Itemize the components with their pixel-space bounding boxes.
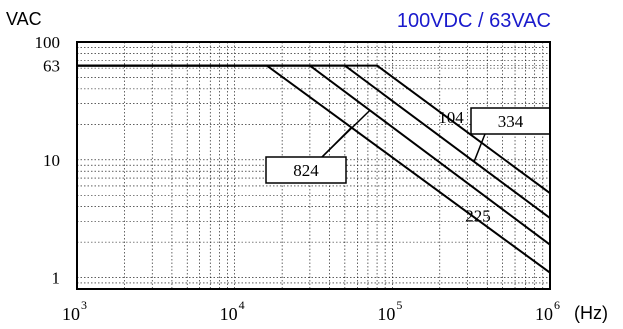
series-lines xyxy=(77,64,551,274)
y-tick-label: 1 xyxy=(52,269,61,288)
annotation-824: 824 xyxy=(293,161,319,180)
annotation-334: 334 xyxy=(498,112,524,131)
y-tick-label: 100 xyxy=(35,33,61,52)
chart-title: 100VDC / 63VAC xyxy=(397,10,551,32)
x-tick-label: 10 5 xyxy=(377,298,402,324)
annotation-box-334 xyxy=(470,107,551,135)
y-axis-label: VAC xyxy=(6,9,42,29)
leader-line-824-b xyxy=(321,109,371,158)
y-tick-label: 10 xyxy=(43,151,60,170)
annotation-225: 225 xyxy=(465,206,491,225)
x-tick-exponent: 5 xyxy=(396,298,402,312)
annotation-104: 104 xyxy=(438,108,464,127)
x-tick-exponent: 6 xyxy=(554,298,560,312)
x-tick-exponent: 3 xyxy=(81,298,87,312)
x-tick-base: 10 xyxy=(535,304,553,324)
x-tick-label: 10 6 xyxy=(535,298,560,324)
x-tick-base: 10 xyxy=(62,304,80,324)
annotation-box-824 xyxy=(265,156,347,184)
x-tick-label: 10 4 xyxy=(220,298,245,324)
x-axis-unit: (Hz) xyxy=(574,303,608,323)
y-tick-labels: 100 63 10 1 xyxy=(35,33,61,288)
y-tick-label: 63 xyxy=(43,57,60,76)
leader-line-334 xyxy=(473,133,486,162)
series-line-104 xyxy=(77,64,551,195)
series-annotations: 104 334 824 225 xyxy=(265,107,551,225)
plot-frame xyxy=(76,41,551,290)
x-tick-exponent: 4 xyxy=(239,298,245,312)
x-tick-base: 10 xyxy=(220,304,238,324)
x-tick-label: 10 3 xyxy=(62,298,87,324)
x-tick-base: 10 xyxy=(377,304,395,324)
x-tick-labels: 10 3 10 4 10 5 10 6 xyxy=(62,298,560,324)
